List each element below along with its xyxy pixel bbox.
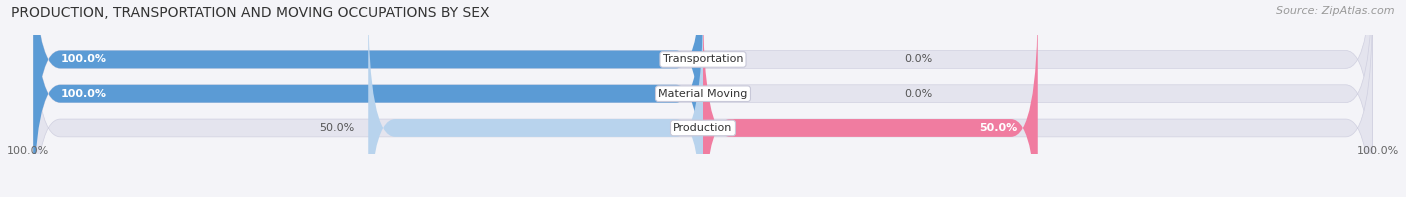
Text: PRODUCTION, TRANSPORTATION AND MOVING OCCUPATIONS BY SEX: PRODUCTION, TRANSPORTATION AND MOVING OC… [11,6,489,20]
FancyBboxPatch shape [34,0,1372,188]
Text: 100.0%: 100.0% [60,89,107,99]
FancyBboxPatch shape [34,0,1372,197]
Text: Production: Production [673,123,733,133]
Text: Source: ZipAtlas.com: Source: ZipAtlas.com [1277,6,1395,16]
Text: 50.0%: 50.0% [319,123,354,133]
Text: 50.0%: 50.0% [980,123,1018,133]
Text: 100.0%: 100.0% [60,54,107,64]
Text: 100.0%: 100.0% [1357,146,1399,156]
FancyBboxPatch shape [34,0,1372,197]
Text: 100.0%: 100.0% [7,146,49,156]
Text: 0.0%: 0.0% [904,54,932,64]
FancyBboxPatch shape [34,0,703,188]
Text: 0.0%: 0.0% [904,89,932,99]
Text: Transportation: Transportation [662,54,744,64]
FancyBboxPatch shape [368,0,703,197]
FancyBboxPatch shape [703,0,1038,197]
Text: Material Moving: Material Moving [658,89,748,99]
FancyBboxPatch shape [34,0,703,197]
